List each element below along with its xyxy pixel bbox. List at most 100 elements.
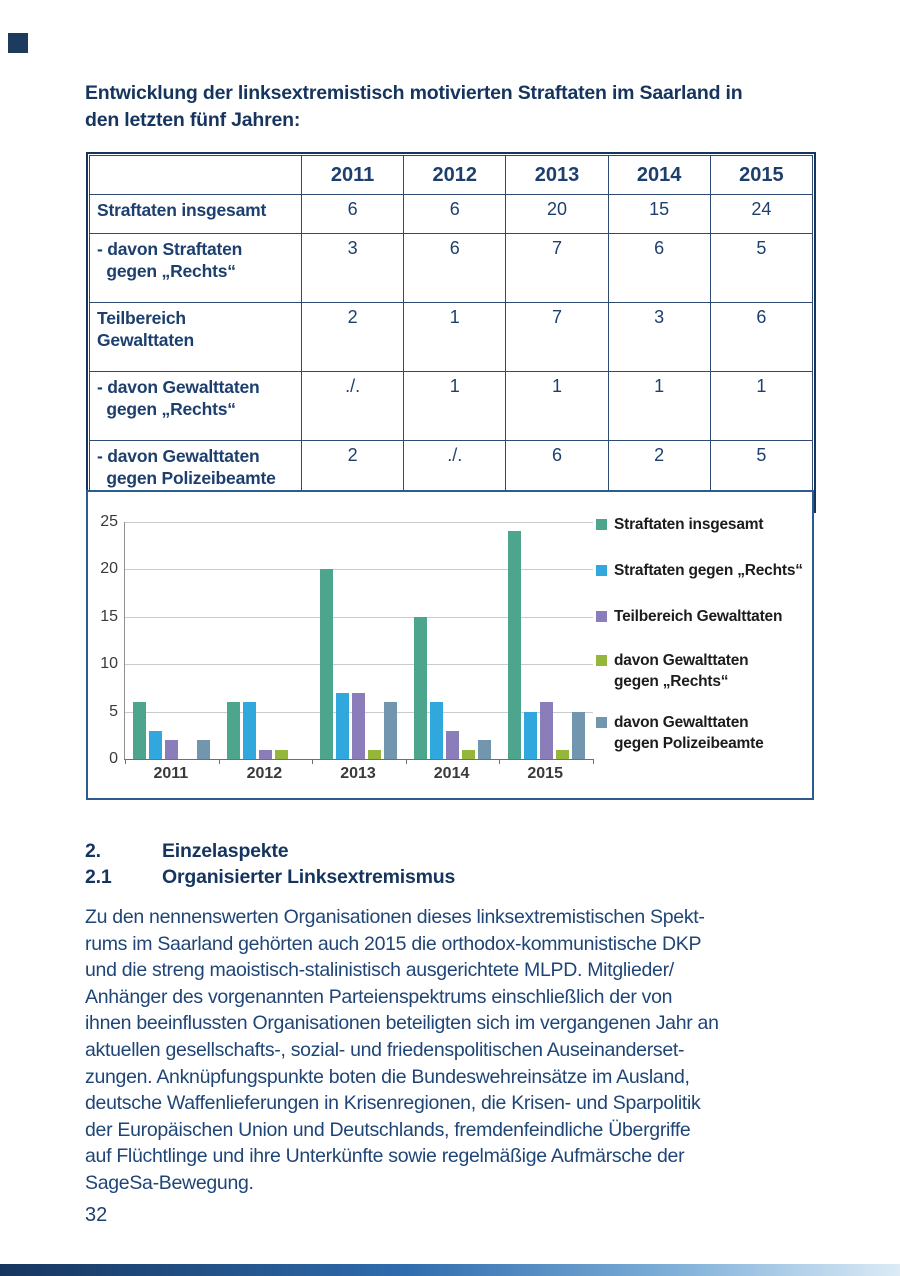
- bar-group-2013: [312, 522, 406, 759]
- page-title-line-2: den letzten fünf Jahren:: [85, 109, 301, 131]
- page-number: 32: [85, 1204, 108, 1226]
- legend-entry: davon Gewalttaten gegen „Rechts“: [596, 650, 749, 692]
- bar: [320, 569, 334, 759]
- legend-entry: Teilbereich Gewalttaten: [596, 606, 782, 627]
- chart-x-tick: [312, 759, 314, 764]
- chart-bar-groups: [125, 522, 593, 759]
- body-paragraph: Zu den nennenswerten Organisationen dies…: [85, 906, 845, 1199]
- chart-plot-area: [124, 522, 594, 764]
- table-cell: 1: [709, 371, 814, 441]
- chart-y-tick-label: 25: [100, 513, 118, 530]
- page-title-line-1: Entwicklung der linksextremistisch motiv…: [85, 82, 743, 104]
- page-title: Entwicklung der linksextremistisch motiv…: [85, 80, 830, 134]
- body-text-line: aktuellen gesellschafts-, sozial- und fr…: [85, 1038, 685, 1061]
- bar: [384, 702, 398, 759]
- body-text-line: SageSa-Bewegung.: [85, 1171, 254, 1194]
- bar: [571, 711, 585, 759]
- table-cell: 3: [607, 302, 711, 372]
- body-text-line: deutsche Waffenlieferungen in Krisenregi…: [85, 1092, 701, 1115]
- bar: [352, 692, 366, 759]
- table-cell: 6: [607, 233, 711, 303]
- table-cell: 6: [403, 194, 507, 234]
- footer-decoration-bar: [0, 1264, 900, 1276]
- legend-color-marker: [596, 717, 607, 728]
- chart-x-tick-label: 2012: [246, 765, 283, 782]
- table-cell: 3: [300, 233, 405, 303]
- chart-x-axis-labels: 2011 2012 2013 2014 2015: [124, 765, 592, 783]
- bar: [539, 702, 553, 759]
- table-cell: 15: [607, 194, 711, 234]
- bar: [226, 702, 240, 759]
- bar: [336, 692, 350, 759]
- chart-y-tick-label: 5: [109, 702, 118, 720]
- table-year-header: 2015: [709, 155, 814, 195]
- table-cell: 5: [709, 233, 814, 303]
- body-text-line: zungen. Anknüpfungspunkte boten die Bund…: [85, 1065, 690, 1088]
- bar-group-2015: [499, 522, 593, 759]
- table-cell: 6: [403, 233, 507, 303]
- chart-y-tick-label: 0: [109, 750, 118, 767]
- section-title: Einzelaspekte: [162, 840, 289, 862]
- table-cell: 6: [300, 194, 405, 234]
- bar: [430, 702, 444, 759]
- table-row: - davon Gewalttaten gegen „Rechts“ ./. 1…: [89, 371, 814, 441]
- chart-y-tick-label: 20: [100, 560, 118, 578]
- bar: [368, 749, 382, 759]
- chart-x-tick-label: 2011: [153, 765, 189, 782]
- bar: [523, 711, 537, 759]
- table-cell: 24: [709, 194, 814, 234]
- table-corner-cell: [89, 155, 302, 195]
- legend-label: Teilbereich Gewalttaten: [614, 608, 783, 625]
- bar: [149, 730, 163, 759]
- bar: [414, 616, 428, 759]
- table-cell: 20: [505, 194, 609, 234]
- table-year-header: 2013: [505, 155, 609, 195]
- legend-label: davon Gewalttaten gegen „Rechts“: [614, 652, 749, 690]
- section-number: 2.1: [85, 866, 112, 888]
- crime-statistics-bar-chart: 2011 2012 2013 2014 2015 0 5 10 15 20 25 Straftate…: [86, 490, 814, 800]
- legend-color-marker: [596, 565, 607, 576]
- chart-x-tick-label: 2015: [527, 765, 563, 782]
- legend-entry: Straftaten gegen „Rechts“: [596, 560, 803, 581]
- body-text-line: rums im Saarland gehörten auch 2015 die …: [85, 932, 702, 955]
- chart-gridline: [125, 522, 593, 523]
- legend-color-marker: [596, 611, 607, 622]
- section-number: 2.: [85, 840, 101, 862]
- table-row-label: - davon Straftaten gegen „Rechts“: [89, 233, 302, 303]
- table-cell: ./.: [300, 371, 405, 441]
- bar-group-2014: [406, 522, 500, 759]
- table-cell: 2: [300, 302, 405, 372]
- body-text-line: der Europäischen Union und Deutschlands,…: [85, 1118, 691, 1141]
- body-text-line: und die streng maoistisch-stalinistisch …: [85, 959, 674, 982]
- chart-x-tick: [405, 759, 407, 764]
- table-cell: 6: [709, 302, 814, 372]
- body-text-line: Anhänger des vorgenannten Parteienspektr…: [85, 985, 673, 1008]
- bar: [555, 749, 569, 759]
- table-row: - davon Straftaten gegen „Rechts“ 3 6 7 …: [89, 233, 814, 303]
- table-cell: 7: [505, 233, 609, 303]
- bar: [242, 702, 256, 759]
- bar: [446, 730, 460, 759]
- table-cell: 1: [505, 371, 609, 441]
- table-cell: 1: [607, 371, 711, 441]
- legend-label: Straftaten gegen „Rechts“: [614, 562, 803, 579]
- legend-entry: Straftaten insgesamt: [596, 514, 764, 535]
- chart-x-tick-label: 2013: [340, 765, 376, 782]
- bar-group-2012: [219, 522, 313, 759]
- table-cell: 1: [403, 302, 507, 372]
- section-heading-2: 2. Einzelaspekte: [85, 840, 289, 863]
- legend-label: davon Gewalttaten gegen Polizeibeamte: [614, 714, 764, 752]
- body-text-line: auf Flüchtlinge und ihre Unterkünfte sow…: [85, 1145, 685, 1168]
- table-cell: 1: [403, 371, 507, 441]
- chart-gridline: [125, 616, 593, 618]
- table-header-row: 2011 2012 2013 2014 2015: [89, 155, 814, 195]
- table-row-label: - davon Gewalttaten gegen „Rechts“: [89, 371, 302, 441]
- bar: [274, 749, 288, 759]
- statistics-table: 2011 2012 2013 2014 2015 Straftaten insg…: [86, 152, 816, 513]
- bar: [478, 740, 492, 759]
- table-row: Straftaten insgesamt 6 6 20 15 24: [89, 194, 814, 234]
- table-row: Teilbereich Gewalttaten 2 1 7 3 6: [89, 302, 814, 372]
- table-cell: 7: [505, 302, 609, 372]
- legend-color-marker: [596, 519, 607, 530]
